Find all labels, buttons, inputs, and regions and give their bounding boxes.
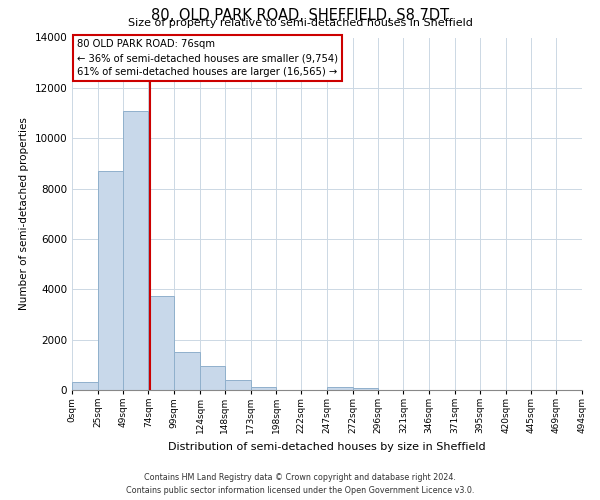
Text: Contains HM Land Registry data © Crown copyright and database right 2024.
Contai: Contains HM Land Registry data © Crown c…	[126, 474, 474, 495]
Bar	[353, 388, 377, 390]
X-axis label: Distribution of semi-detached houses by size in Sheffield: Distribution of semi-detached houses by …	[168, 442, 486, 452]
Bar	[122, 110, 148, 390]
Y-axis label: Number of semi-detached properties: Number of semi-detached properties	[19, 118, 29, 310]
Bar	[251, 386, 277, 390]
Bar	[174, 352, 200, 390]
Text: 80, OLD PARK ROAD, SHEFFIELD, S8 7DT: 80, OLD PARK ROAD, SHEFFIELD, S8 7DT	[151, 8, 449, 22]
Bar	[225, 380, 251, 390]
Text: Size of property relative to semi-detached houses in Sheffield: Size of property relative to semi-detach…	[128, 18, 472, 28]
Text: 80 OLD PARK ROAD: 76sqm
← 36% of semi-detached houses are smaller (9,754)
61% of: 80 OLD PARK ROAD: 76sqm ← 36% of semi-de…	[77, 40, 338, 78]
Bar	[327, 386, 353, 390]
Bar	[148, 296, 174, 390]
Bar	[98, 171, 122, 390]
Bar	[200, 366, 225, 390]
Bar	[72, 382, 98, 390]
